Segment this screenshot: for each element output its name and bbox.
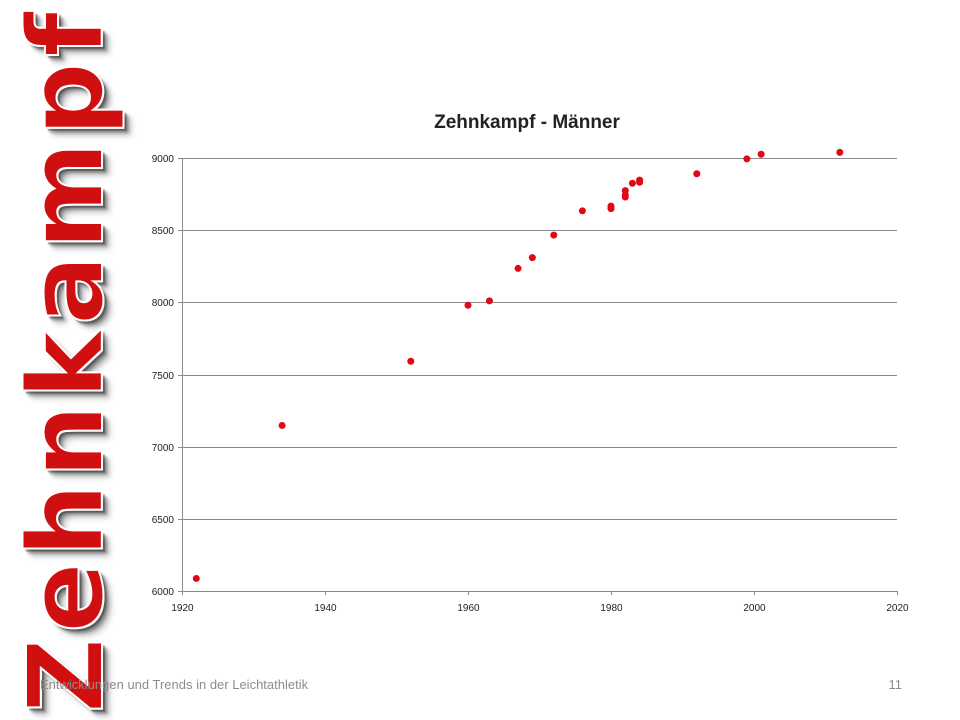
y-tick-label: 8500 (152, 226, 175, 237)
x-tick-label: 1980 (600, 603, 623, 614)
page-number: 11 (888, 677, 903, 692)
x-tick-label: 2000 (743, 603, 766, 614)
data-point (757, 150, 765, 158)
data-point (636, 176, 644, 184)
y-tick-label: 7500 (152, 371, 175, 382)
footer-text: Entwicklungen und Trends in der Leichtat… (40, 677, 309, 692)
data-point (628, 179, 636, 187)
x-tick-label: 1940 (314, 603, 337, 614)
x-tick-label: 2020 (886, 603, 909, 614)
y-tick-label: 9000 (152, 154, 175, 165)
chart-gridlines (182, 158, 897, 520)
chart-data-points (192, 148, 844, 582)
chart-title: Zehnkampf - Männer (434, 112, 620, 133)
data-point (464, 301, 472, 309)
y-tick-label: 6500 (152, 515, 175, 526)
chart-tick-labels: 6000 6500 7000 7500 8000 8500 9000 1920 1940 1960… (152, 154, 909, 614)
data-point (693, 170, 701, 178)
data-point (836, 148, 844, 156)
y-tick-label: 8000 (152, 298, 175, 309)
data-point (528, 254, 536, 262)
data-point (607, 202, 615, 210)
data-point (743, 155, 751, 163)
data-point (578, 207, 586, 215)
x-tick-label: 1960 (457, 603, 480, 614)
data-point (621, 187, 629, 195)
y-tick-label: 7000 (152, 443, 175, 454)
data-point (514, 264, 522, 272)
data-point (485, 297, 493, 305)
data-point (192, 574, 200, 582)
y-tick-label: 6000 (152, 587, 175, 598)
x-tick-label: 1920 (171, 603, 194, 614)
chart-axes (178, 158, 898, 595)
data-point (550, 231, 558, 239)
data-point (278, 421, 286, 429)
data-point (407, 357, 415, 365)
